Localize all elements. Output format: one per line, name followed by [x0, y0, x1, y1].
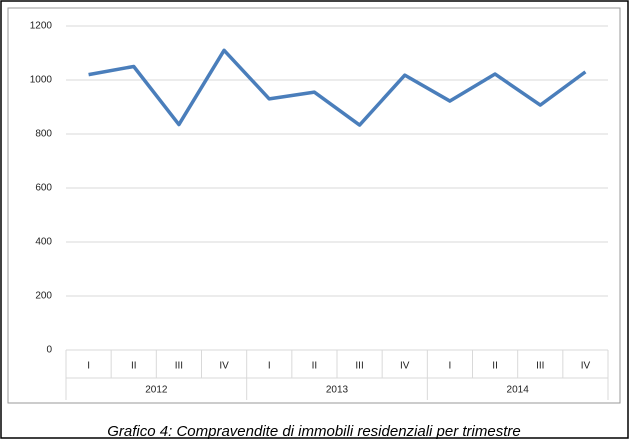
x-tick-label: II [312, 361, 318, 372]
x-tick-label: IV [581, 361, 591, 372]
x-tick-label: II [131, 361, 137, 372]
x-tick-label: IV [219, 361, 229, 372]
y-tick-label: 200 [35, 291, 52, 302]
caption: Grafico 4: Compravendite di immobili res… [107, 423, 520, 439]
x-tick-label: III [355, 361, 363, 372]
line [88, 48, 587, 127]
y-tick-label: 400 [35, 237, 52, 248]
y-tick-label: 0 [46, 345, 52, 356]
x-tick-label: III [536, 361, 544, 372]
x-tick-label: I [449, 361, 452, 372]
chart-area [7, 7, 621, 404]
x-tick-label: II [492, 361, 498, 372]
y-tick-label: 1000 [30, 75, 53, 86]
x-group-label: 2012 [145, 385, 168, 396]
x-tick-label: I [87, 361, 90, 372]
x-tick-label: III [175, 361, 183, 372]
x-tick-label: I [268, 361, 271, 372]
x-group-label: 2013 [326, 385, 349, 396]
x-tick-label: IV [400, 361, 410, 372]
y-tick-label: 1200 [30, 21, 53, 32]
y-tick-label: 800 [35, 129, 52, 140]
y-tick-label: 600 [35, 183, 52, 194]
x-group-label: 2014 [507, 385, 530, 396]
